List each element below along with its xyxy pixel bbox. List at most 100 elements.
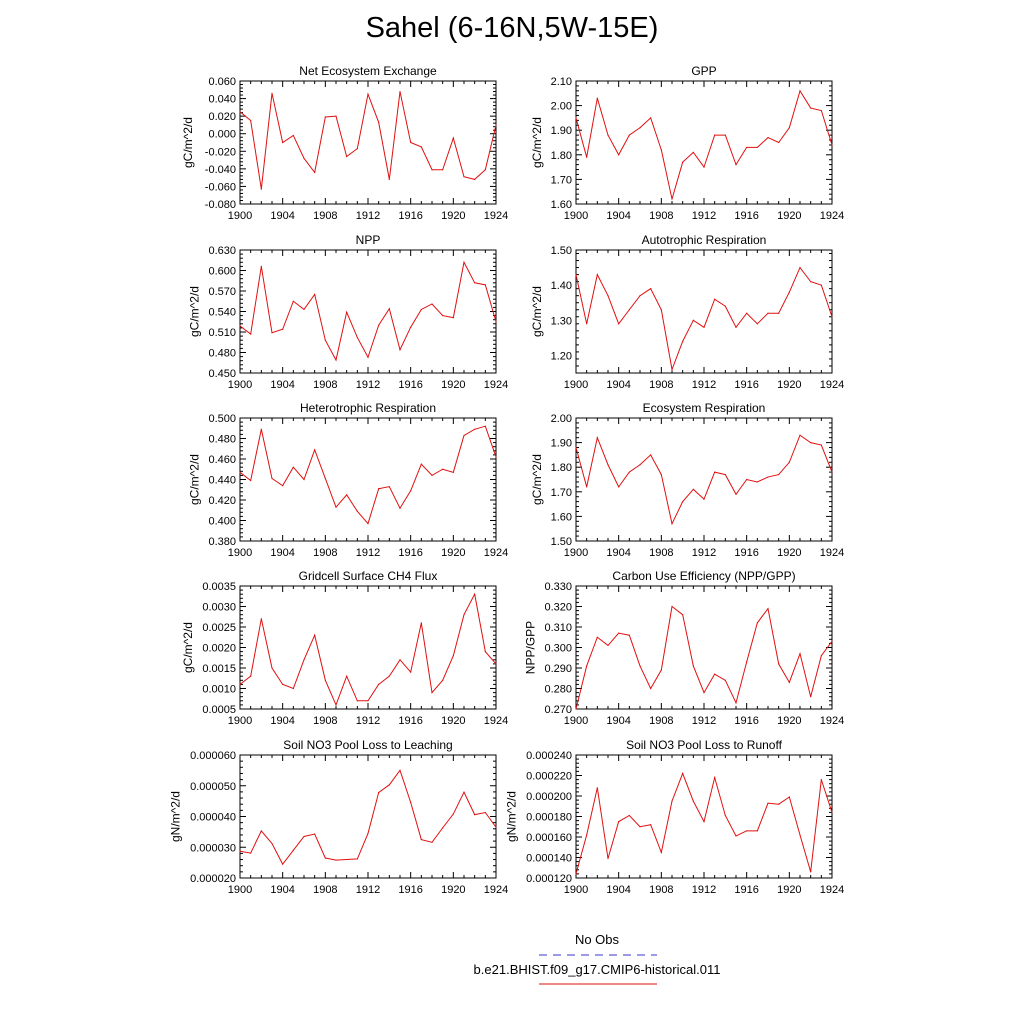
data-point <box>746 661 748 663</box>
data-point <box>474 428 476 430</box>
data-point <box>367 832 369 835</box>
x-tick-label: 1916 <box>398 884 422 896</box>
y-tick-label: 0.440 <box>208 475 236 487</box>
panel-title: Carbon Use Efficiency (NPP/GPP) <box>612 569 795 583</box>
data-point <box>292 466 294 468</box>
data-point <box>831 316 833 318</box>
data-point <box>788 681 790 683</box>
y-tick-label: 0.000030 <box>190 842 236 854</box>
data-point <box>724 305 726 307</box>
data-point <box>463 261 465 263</box>
data-point <box>474 178 476 180</box>
data-point <box>239 111 241 113</box>
y-tick-label: 1.30 <box>551 315 572 327</box>
data-point <box>596 97 598 99</box>
x-tick-label: 1900 <box>228 547 252 559</box>
data-point <box>335 115 337 117</box>
data-point <box>799 434 801 436</box>
data-point <box>367 522 369 525</box>
x-tick-label: 1924 <box>484 884 508 896</box>
data-point <box>335 359 337 361</box>
data-point <box>314 833 316 835</box>
data-point <box>778 312 780 314</box>
y-axis-label: gN/m^2/d <box>505 791 519 842</box>
data-point <box>788 461 790 463</box>
data-point <box>650 824 652 826</box>
data-point <box>463 791 465 793</box>
legend-model-label: b.e21.BHIST.f09_g17.CMIP6-historical.011 <box>473 962 721 977</box>
data-point <box>388 784 390 786</box>
data-point <box>399 90 401 93</box>
data-point <box>303 835 305 838</box>
data-point <box>799 90 801 92</box>
data-point <box>660 149 662 151</box>
data-point <box>239 325 241 327</box>
data-point <box>484 284 486 286</box>
series-line <box>575 434 833 526</box>
data-point <box>324 679 326 681</box>
series-line <box>575 89 833 200</box>
data-point <box>399 507 401 509</box>
x-tick-label: 1912 <box>356 884 380 896</box>
series-line <box>575 605 833 710</box>
data-point <box>346 494 348 496</box>
data-point <box>399 769 401 771</box>
data-point <box>692 319 694 321</box>
data-point <box>442 679 444 681</box>
data-point <box>452 317 454 319</box>
data-point <box>420 308 422 311</box>
data-point <box>463 176 465 178</box>
data-point <box>746 478 748 481</box>
data-point <box>660 669 662 671</box>
x-tick-label: 1912 <box>356 379 380 391</box>
x-tick-label: 1904 <box>606 547 630 559</box>
x-tick-label: 1900 <box>564 884 588 896</box>
data-point <box>714 471 716 473</box>
plot-frame <box>239 80 497 205</box>
y-tick-label: 0.280 <box>544 684 572 696</box>
y-tick-label: 1.90 <box>551 438 572 450</box>
y-tick-label: 0.000220 <box>526 771 572 783</box>
x-tick-label: 1908 <box>313 884 337 896</box>
y-axis-label: NPP/GPP <box>524 621 538 674</box>
data-point <box>367 93 369 95</box>
x-tick-label: 1900 <box>564 379 588 391</box>
data-point <box>618 486 620 488</box>
y-tick-label: 0.000180 <box>526 812 572 824</box>
data-point <box>639 826 641 828</box>
series-line <box>239 592 497 707</box>
panel-title: GPP <box>691 64 716 78</box>
x-tick-label: 1900 <box>564 547 588 559</box>
x-tick-label: 1908 <box>313 210 337 222</box>
data-point <box>799 834 801 836</box>
data-point <box>735 326 737 328</box>
data-point <box>271 667 273 669</box>
data-point <box>474 593 476 595</box>
plot-frame <box>575 417 833 542</box>
data-point <box>250 119 252 122</box>
x-tick-label: 1904 <box>270 715 294 727</box>
data-point <box>410 801 412 803</box>
x-tick-label: 1904 <box>270 210 294 222</box>
data-point <box>346 155 348 158</box>
x-tick-label: 1904 <box>606 379 630 391</box>
data-point <box>260 830 262 832</box>
data-point <box>239 683 241 686</box>
data-point <box>495 124 497 126</box>
y-axis-label: gC/m^2/d <box>181 117 195 168</box>
data-point <box>607 134 609 136</box>
data-point <box>671 198 673 200</box>
data-point <box>703 821 705 823</box>
y-tick-label: -0.040 <box>205 164 236 176</box>
y-tick-label: -0.020 <box>205 146 236 158</box>
x-tick-label: 1924 <box>484 379 508 391</box>
data-point <box>799 653 801 655</box>
data-point <box>452 471 454 473</box>
x-tick-label: 1916 <box>398 715 422 727</box>
plot-frame <box>239 585 497 710</box>
data-point <box>420 838 422 841</box>
data-point <box>575 274 577 276</box>
data-point <box>682 340 684 342</box>
y-tick-label: 1.80 <box>551 150 572 162</box>
data-point <box>692 665 694 667</box>
